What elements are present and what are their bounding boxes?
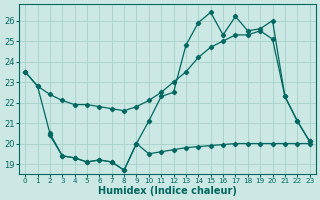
X-axis label: Humidex (Indice chaleur): Humidex (Indice chaleur) [98, 186, 237, 196]
